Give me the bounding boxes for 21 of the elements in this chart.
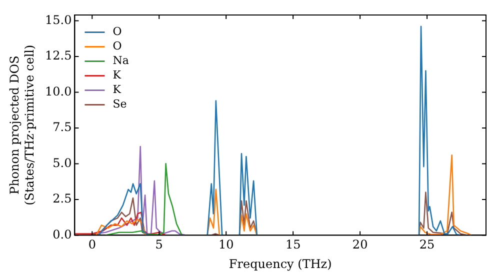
x-axis-title: Frequency (THz): [228, 256, 332, 271]
legend-label: O: [112, 25, 122, 38]
x-tick-label: 5: [155, 238, 163, 252]
x-tick-label: 0: [88, 238, 96, 252]
legend-label: Na: [112, 54, 130, 68]
x-tick-label: 20: [352, 238, 368, 252]
legend-label: O: [112, 40, 122, 53]
legend-label: Se: [112, 98, 127, 111]
x-tick-label: 10: [218, 238, 234, 252]
legend-label: K: [112, 83, 122, 96]
y-tick-label: 10.0: [45, 84, 72, 98]
y-tick-label: 0.0: [52, 227, 72, 242]
x-tick-label: 15: [285, 238, 301, 252]
y-tick-label: 12.5: [45, 48, 72, 63]
y-tick-label: 15.0: [45, 12, 72, 27]
legend-label: K: [112, 68, 122, 82]
y-tick-label: 7.5: [52, 120, 72, 134]
y-tick-label: 2.5: [52, 192, 72, 206]
x-tick-label: 25: [419, 238, 435, 252]
y-tick-label: 5.0: [52, 156, 72, 170]
y-axis-title: Phonon projected DOS (States/THz·primitive cell): [8, 44, 37, 206]
